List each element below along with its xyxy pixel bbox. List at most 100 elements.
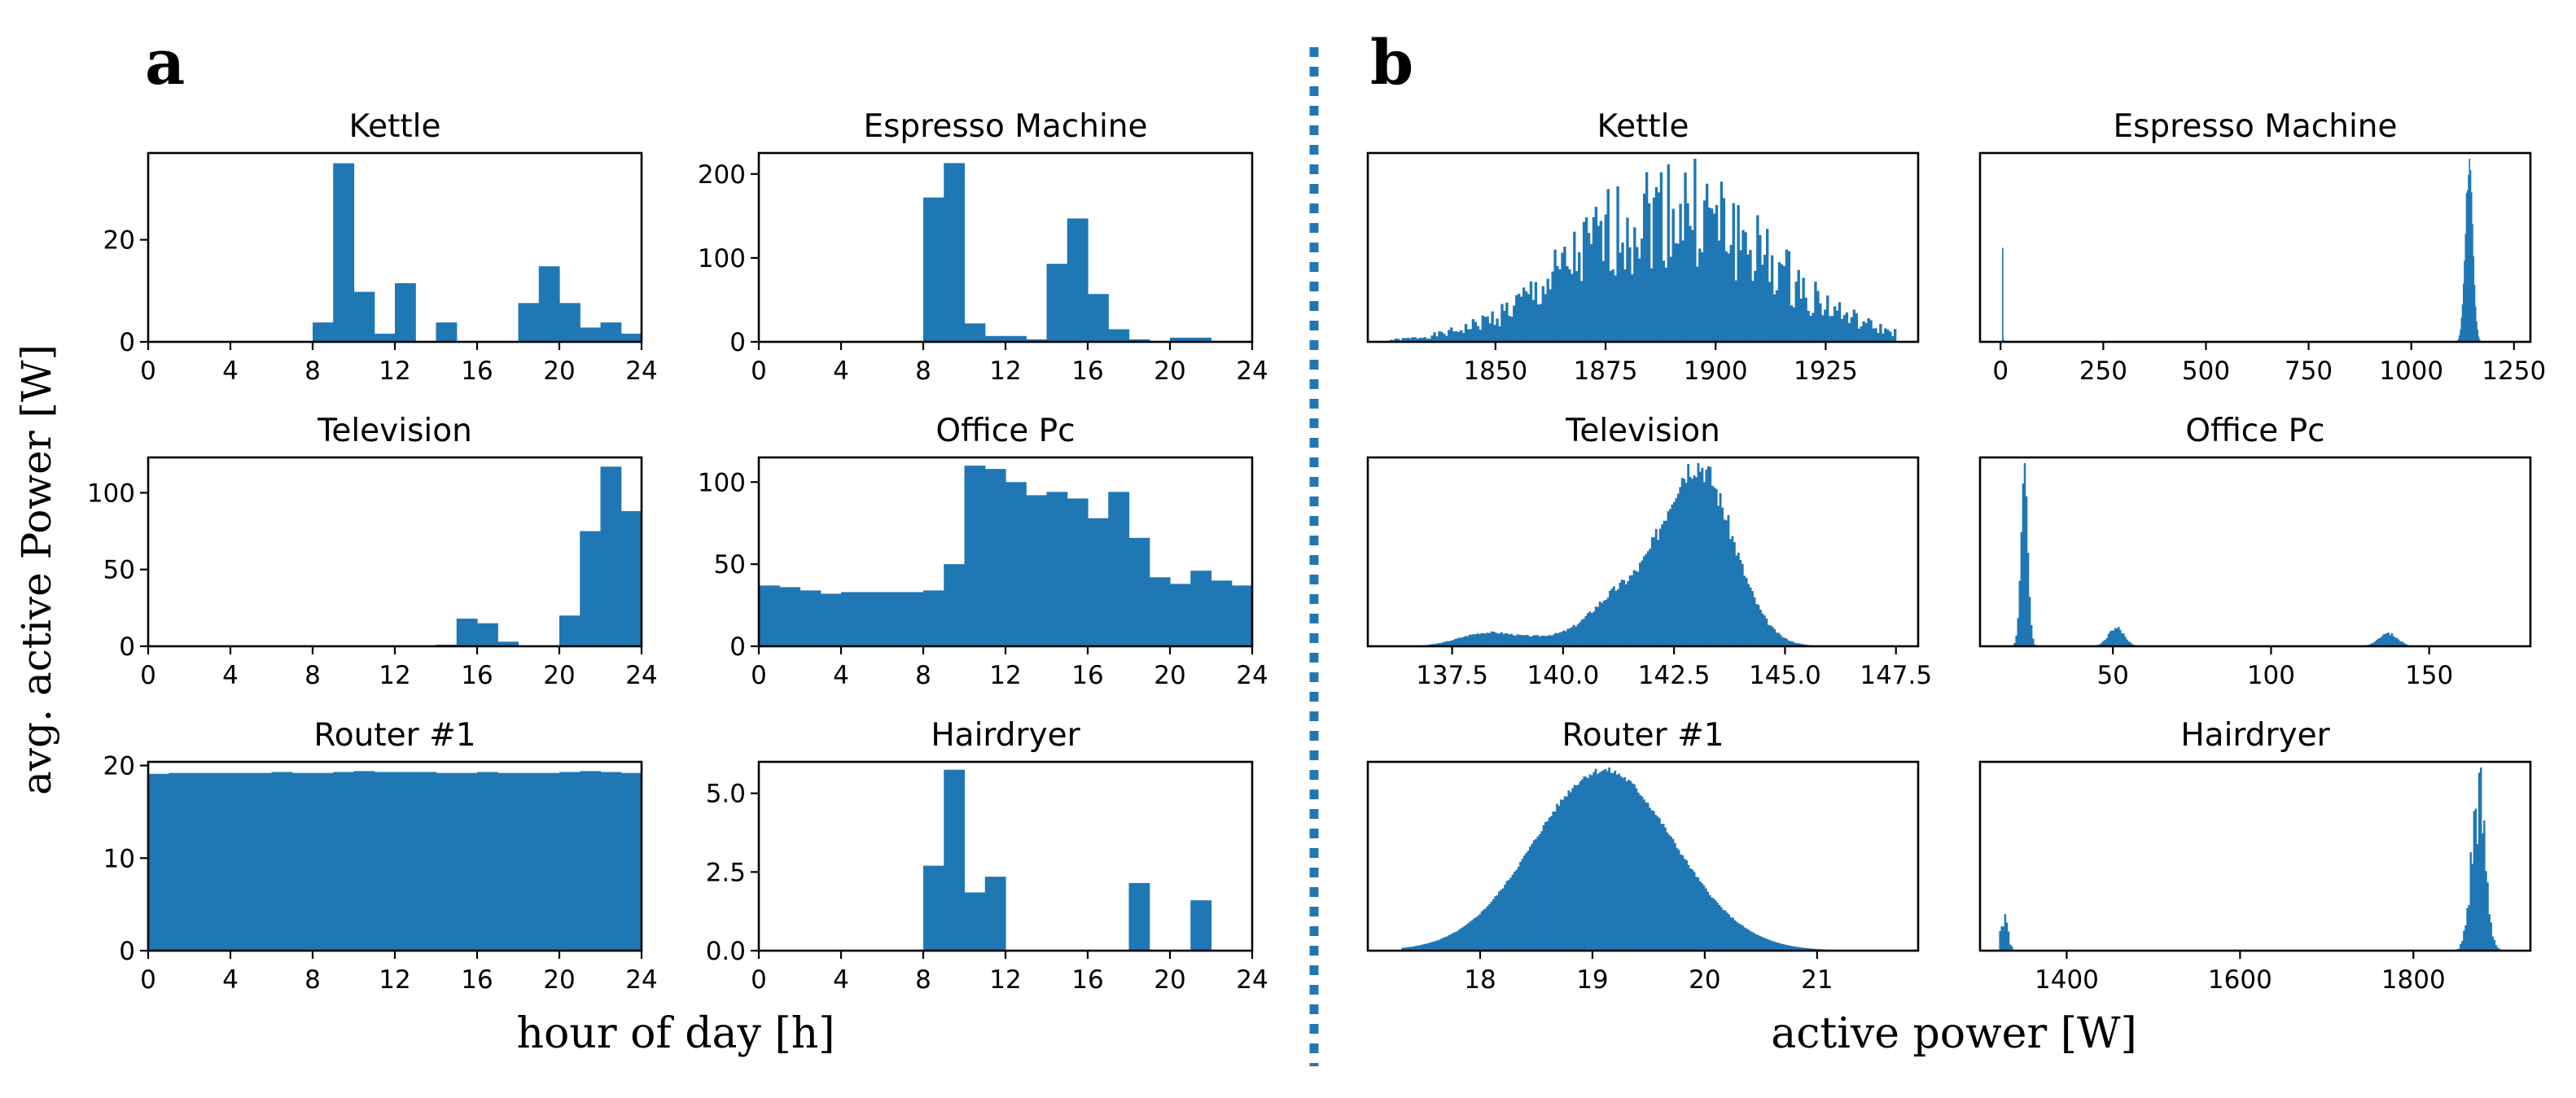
hist-bin-b-office-pc-226 <box>2384 633 2386 646</box>
hist-bin-b-television-194 <box>1801 644 1804 646</box>
hist-bin-b-router-1-121 <box>1635 788 1638 951</box>
hist-bin-b-kettle-151 <box>1754 270 1757 342</box>
bar-a-espresso-machine-8 <box>923 197 944 342</box>
hist-bin-b-office-pc-223 <box>2379 637 2381 646</box>
hist-bin-b-kettle-7 <box>1406 338 1410 342</box>
hist-bin-b-router-1-65 <box>1527 851 1530 951</box>
hist-bin-b-kettle-70 <box>1558 269 1562 342</box>
bar-a-espresso-machine-17 <box>1108 329 1130 342</box>
hist-bin-b-television-79 <box>1571 627 1574 646</box>
hist-bin-b-kettle-84 <box>1592 217 1596 342</box>
bar-a-office-pc-13 <box>1026 495 1048 646</box>
hist-bin-b-router-1-191 <box>1770 940 1773 951</box>
xtick-label-a-espresso-machine-1: 4 <box>833 357 849 386</box>
hist-bin-b-television-152 <box>1717 505 1720 646</box>
hist-bin-b-television-50 <box>1512 635 1515 646</box>
hist-bin-b-router-1-10 <box>1421 944 1423 951</box>
hist-bin-b-television-151 <box>1715 488 1718 646</box>
bar-a-office-pc-2 <box>800 590 821 646</box>
axes-frame-a-hairdryer <box>757 760 1254 952</box>
hist-bin-b-router-1-20 <box>1439 938 1443 951</box>
hist-bin-b-office-pc-63 <box>2110 630 2114 646</box>
hist-bin-b-television-114 <box>1641 560 1644 646</box>
hist-bin-b-router-1-25 <box>1449 934 1452 951</box>
ytick-label-a-hairdryer-2: 5.0 <box>706 780 746 809</box>
hist-bin-b-router-1-200 <box>1787 945 1790 951</box>
hist-bin-b-kettle-98 <box>1626 217 1629 342</box>
hist-bin-b-kettle-90 <box>1606 189 1610 342</box>
hist-bin-b-television-170 <box>1753 597 1756 646</box>
ytick-label-a-espresso-machine-2: 200 <box>698 160 746 190</box>
hist-bin-b-router-1-70 <box>1536 836 1540 951</box>
hist-bin-b-router-1-129 <box>1650 810 1654 951</box>
ytick-label-a-office-pc-1: 50 <box>714 550 746 580</box>
bar-a-television-16 <box>477 623 498 646</box>
hist-bin-b-kettle-89 <box>1604 214 1607 342</box>
hist-bin-b-router-1-45 <box>1488 903 1491 951</box>
hist-bin-b-espresso-machine-464 <box>2472 224 2473 342</box>
hist-bin-b-router-1-48 <box>1494 896 1497 951</box>
hist-bin-b-kettle-203 <box>1879 324 1882 342</box>
hist-bin-b-kettle-45 <box>1498 326 1501 342</box>
hist-bin-b-office-pc-230 <box>2390 633 2394 646</box>
hist-bin-b-kettle-132 <box>1707 207 1711 342</box>
hist-bin-b-television-181 <box>1775 632 1778 646</box>
hist-bin-b-television-95 <box>1602 600 1606 646</box>
hist-bin-b-kettle-64 <box>1544 294 1547 342</box>
hist-bin-b-television-14 <box>1440 642 1443 646</box>
hist-bin-b-espresso-machine-466 <box>2473 284 2476 342</box>
hist-bin-b-hairdryer-5 <box>2007 931 2010 951</box>
axes-frame-a-television <box>147 456 643 648</box>
hist-bin-b-office-pc-8 <box>2018 580 2022 646</box>
xtick-label-a-television-3: 12 <box>379 661 410 690</box>
hist-bin-b-router-1-77 <box>1550 816 1553 951</box>
hist-bin-b-hairdryer-292 <box>2493 939 2496 951</box>
hist-bin-b-router-1-21 <box>1442 938 1444 951</box>
hist-bin-b-television-138 <box>1689 476 1692 646</box>
hist-bin-b-kettle-96 <box>1621 243 1624 342</box>
hist-bin-b-television-133 <box>1679 487 1682 646</box>
hist-bin-b-kettle-142 <box>1732 203 1735 342</box>
hist-bin-b-kettle-55 <box>1522 287 1526 342</box>
bar-a-router-1-9 <box>333 772 355 951</box>
hist-bin-b-kettle-162 <box>1780 264 1784 342</box>
hist-bin-b-television-44 <box>1500 632 1503 646</box>
bar-a-router-1-2 <box>189 772 211 951</box>
hist-bin-b-television-142 <box>1697 462 1700 646</box>
hist-bin-b-television-39 <box>1490 631 1493 646</box>
hist-bin-b-kettle-185 <box>1835 310 1839 342</box>
hist-bin-b-router-1-117 <box>1628 780 1630 951</box>
hist-bin-b-hairdryer-3 <box>2004 914 2007 951</box>
hist-bin-b-kettle-85 <box>1594 206 1598 342</box>
bar-a-router-1-8 <box>313 772 334 951</box>
bar-a-espresso-machine-10 <box>964 323 986 342</box>
hist-bin-b-kettle-74 <box>1568 269 1571 342</box>
hist-bin-b-television-65 <box>1542 635 1545 646</box>
hist-bin-b-hairdryer-283 <box>2477 772 2481 951</box>
hist-bin-b-kettle-26 <box>1452 331 1456 342</box>
hist-bin-b-router-1-41 <box>1480 911 1483 951</box>
hist-bin-b-hairdryer-280 <box>2473 811 2476 951</box>
hist-bin-b-router-1-104 <box>1602 770 1605 951</box>
hist-bin-b-kettle-129 <box>1701 252 1704 342</box>
hist-bin-b-router-1-26 <box>1452 933 1454 951</box>
hist-bin-b-kettle-130 <box>1703 200 1706 342</box>
hist-bin-b-hairdryer-276 <box>2466 908 2469 951</box>
hist-bin-b-router-1-122 <box>1636 792 1640 951</box>
hist-bin-b-kettle-147 <box>1744 232 1747 342</box>
hist-bin-b-router-1-150 <box>1691 869 1694 951</box>
hist-bin-b-router-1-182 <box>1753 933 1756 951</box>
xtick-label-b-television-3: 145.0 <box>1749 661 1821 690</box>
bar-a-router-1-11 <box>374 772 396 951</box>
hist-bin-b-hairdryer-4 <box>2005 922 2009 951</box>
hist-bin-b-television-24 <box>1460 637 1463 646</box>
hist-bin-b-kettle-57 <box>1527 294 1531 342</box>
hist-bin-b-kettle-58 <box>1529 281 1533 342</box>
hist-bin-b-television-35 <box>1482 632 1485 646</box>
xtick-label-b-kettle-3: 1925 <box>1794 357 1858 386</box>
hist-bin-b-television-42 <box>1496 633 1499 646</box>
hist-bin-b-router-1-38 <box>1474 916 1478 951</box>
hist-bin-b-television-86 <box>1584 615 1588 646</box>
bar-a-office-pc-22 <box>1211 580 1233 646</box>
hist-bin-b-television-106 <box>1624 584 1628 646</box>
